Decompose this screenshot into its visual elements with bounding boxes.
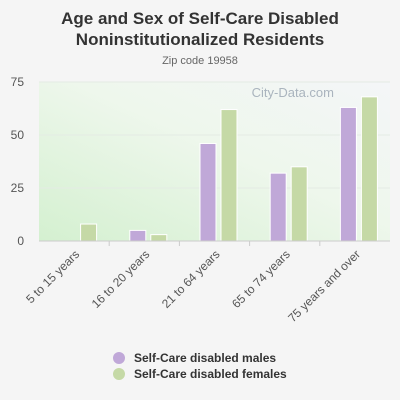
bar-females bbox=[150, 234, 168, 242]
legend-swatch-females bbox=[113, 368, 125, 380]
y-tick-label: 25 bbox=[11, 181, 25, 195]
x-tick-label: 16 to 20 years bbox=[89, 247, 153, 311]
bar-males bbox=[199, 142, 217, 242]
chart-subtitle: Zip code 19958 bbox=[162, 55, 238, 67]
bar-females bbox=[290, 166, 308, 242]
y-tick-label: 0 bbox=[17, 234, 24, 248]
watermark: City-Data.com bbox=[252, 85, 334, 100]
x-tick-label: 5 to 15 years bbox=[23, 247, 82, 306]
legend-swatch-males bbox=[113, 352, 125, 364]
x-tick-label: 21 to 64 years bbox=[159, 247, 223, 311]
bar-females bbox=[360, 96, 378, 242]
legend: Self-Care disabled males Self-Care disab… bbox=[113, 350, 287, 382]
x-tick-label: 65 to 74 years bbox=[229, 247, 293, 311]
chart-title: Age and Sex of Self-Care Disabled Nonins… bbox=[61, 9, 339, 49]
legend-label-females: Self-Care disabled females bbox=[134, 367, 287, 381]
legend-item-females: Self-Care disabled females bbox=[113, 366, 287, 382]
bar-males bbox=[269, 172, 287, 242]
y-tick-label: 50 bbox=[11, 128, 25, 142]
y-tick-label: 75 bbox=[11, 75, 25, 89]
bar-males bbox=[339, 106, 357, 242]
bar-females bbox=[220, 109, 238, 242]
x-tick-label: 75 years and over bbox=[285, 247, 363, 325]
legend-label-males: Self-Care disabled males bbox=[134, 351, 277, 365]
bar-females bbox=[80, 223, 98, 242]
bar-males bbox=[129, 229, 147, 242]
legend-item-males: Self-Care disabled males bbox=[113, 350, 287, 366]
